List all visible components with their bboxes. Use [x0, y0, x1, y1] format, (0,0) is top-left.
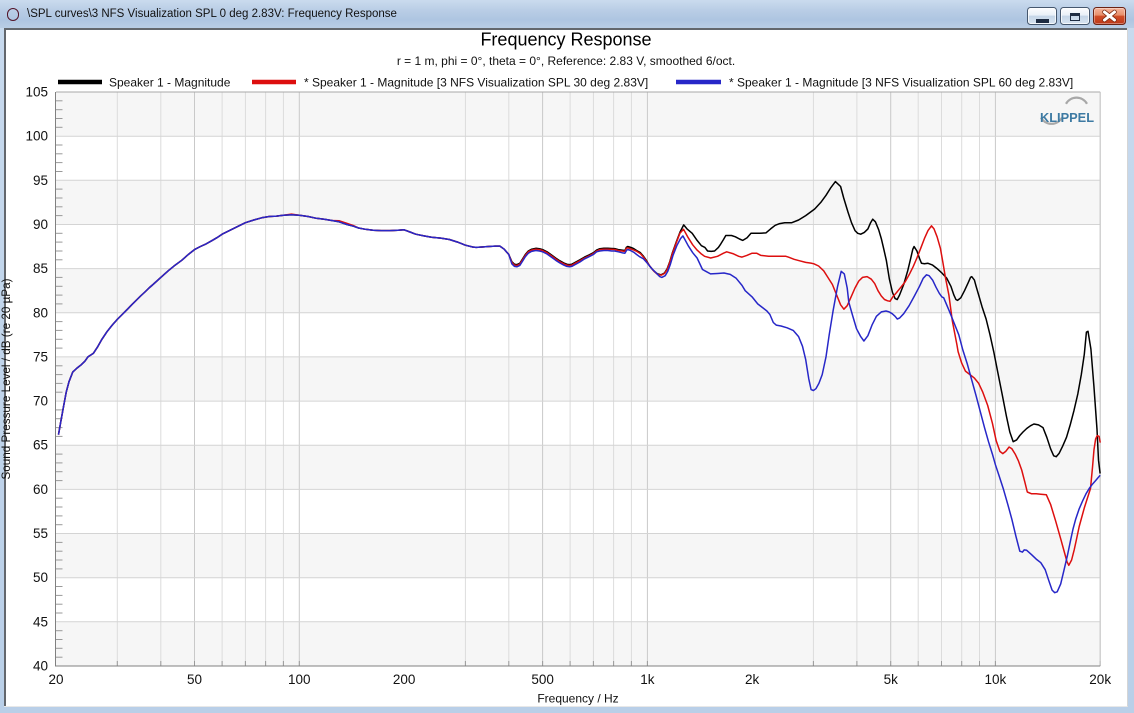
svg-text:Frequency Response: Frequency Response	[480, 30, 651, 50]
svg-text:Speaker 1 - Magnitude: Speaker 1 - Magnitude	[109, 76, 231, 90]
svg-text:50: 50	[33, 570, 48, 585]
svg-text:20: 20	[48, 672, 63, 687]
svg-text:40: 40	[33, 659, 48, 674]
svg-text:65: 65	[33, 438, 48, 453]
svg-text:50: 50	[187, 672, 202, 687]
svg-text:* Speaker 1 - Magnitude [3 NFS: * Speaker 1 - Magnitude [3 NFS Visualiza…	[304, 76, 648, 90]
svg-text:105: 105	[25, 85, 48, 100]
svg-text:80: 80	[33, 305, 48, 320]
svg-text:1k: 1k	[640, 672, 655, 687]
svg-text:10k: 10k	[985, 672, 1007, 687]
svg-text:75: 75	[33, 349, 48, 364]
svg-text:500: 500	[531, 672, 554, 687]
svg-text:100: 100	[25, 129, 48, 144]
svg-text:90: 90	[33, 217, 48, 232]
svg-text:2k: 2k	[745, 672, 760, 687]
svg-text:5k: 5k	[884, 672, 899, 687]
svg-text:95: 95	[33, 173, 48, 188]
svg-text:* Speaker 1 - Magnitude [3 NFS: * Speaker 1 - Magnitude [3 NFS Visualiza…	[729, 76, 1073, 90]
svg-text:r = 1 m, phi = 0°, theta = 0°,: r = 1 m, phi = 0°, theta = 0°, Reference…	[397, 54, 735, 68]
svg-text:70: 70	[33, 394, 48, 409]
svg-text:200: 200	[393, 672, 416, 687]
svg-text:100: 100	[288, 672, 311, 687]
svg-text:KLIPPEL: KLIPPEL	[1040, 110, 1094, 125]
svg-text:20k: 20k	[1089, 672, 1111, 687]
svg-text:55: 55	[33, 526, 48, 541]
svg-text:Sound Pressure Level / dB (re: Sound Pressure Level / dB (re 20 µPa)	[0, 278, 13, 479]
svg-text:85: 85	[33, 261, 48, 276]
svg-text:45: 45	[33, 614, 48, 629]
svg-text:60: 60	[33, 482, 48, 497]
svg-text:Frequency / Hz: Frequency / Hz	[537, 692, 618, 706]
